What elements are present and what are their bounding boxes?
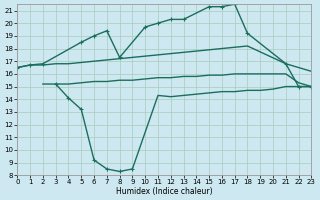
X-axis label: Humidex (Indice chaleur): Humidex (Indice chaleur) (116, 187, 213, 196)
